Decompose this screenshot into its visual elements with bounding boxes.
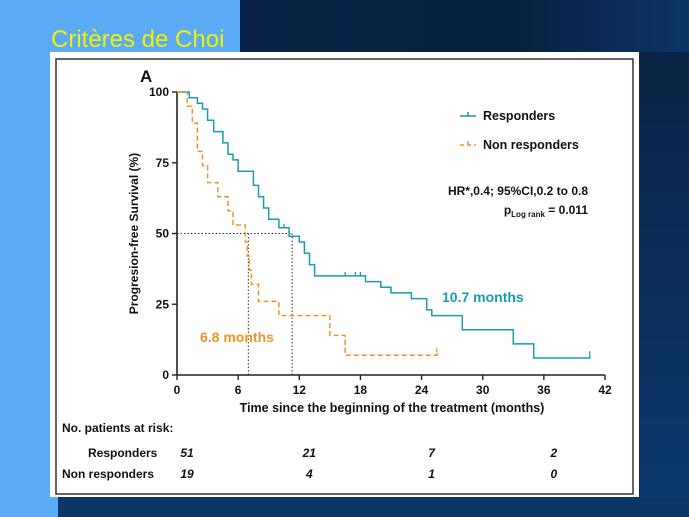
x-tick-label: 36 [537, 383, 551, 397]
x-tick-label: 24 [415, 383, 429, 397]
figure-panel: A 0 25 50 75 100 0 6 12 18 24 30 36 42 Progresion-fr… [50, 52, 639, 497]
background-dark-right [640, 52, 689, 517]
axes: 0 25 50 75 100 0 6 12 18 24 30 36 42 [149, 85, 612, 397]
at-risk-value: 21 [302, 446, 317, 460]
at-risk-header: No. patients at risk: [62, 421, 173, 435]
y-axis-label: Progresion-free Survival (%) [127, 153, 141, 314]
at-risk-value: 51 [180, 446, 194, 460]
figure-frame [55, 58, 634, 495]
y-tick-label: 50 [156, 227, 170, 241]
legend-label-non-responders: Non responders [483, 138, 579, 152]
x-tick-label: 0 [174, 383, 181, 397]
at-risk-value: 0 [551, 467, 558, 481]
x-axis-label: Time since the beginning of the treatmen… [240, 401, 545, 415]
background-dark-top [240, 0, 689, 52]
median-label-non-responders: 6.8 months [200, 329, 274, 345]
y-tick-label: 0 [162, 368, 169, 382]
at-risk-label-non-responders: Non responders [62, 467, 154, 481]
median-guide-lines [177, 233, 293, 375]
y-tick-label: 100 [149, 85, 169, 99]
x-tick-label: 12 [293, 383, 307, 397]
x-tick-label: 42 [598, 383, 612, 397]
at-risk-value: 2 [550, 446, 558, 460]
x-tick-label: 6 [235, 383, 242, 397]
series-line-non-responders [177, 91, 438, 356]
legend-label-responders: Responders [483, 109, 555, 123]
legend: Responders Non responders [460, 109, 579, 152]
at-risk-value: 4 [305, 467, 313, 481]
p-value-text: pLog rank = 0.011 [504, 203, 588, 219]
y-tick-label: 75 [156, 156, 170, 170]
panel-label: A [140, 67, 152, 86]
at-risk-value: 19 [180, 467, 194, 481]
median-label-responders: 10.7 months [442, 289, 524, 305]
series-line-responders [177, 91, 591, 359]
background-dark-bottom [58, 497, 689, 517]
at-risk-values: 51 21 7 2 19 4 1 0 [180, 446, 557, 481]
at-risk-value: 7 [428, 446, 436, 460]
at-risk-value: 1 [428, 467, 435, 481]
hazard-ratio-text: HR*,0.4; 95%CI,0.2 to 0.8 [448, 184, 588, 198]
x-tick-label: 30 [476, 383, 490, 397]
x-tick-label: 18 [354, 383, 368, 397]
slide-title: Critères de Choi [51, 26, 225, 53]
y-tick-label: 25 [156, 297, 170, 311]
series-layer [177, 91, 591, 359]
at-risk-label-responders: Responders [88, 446, 158, 460]
